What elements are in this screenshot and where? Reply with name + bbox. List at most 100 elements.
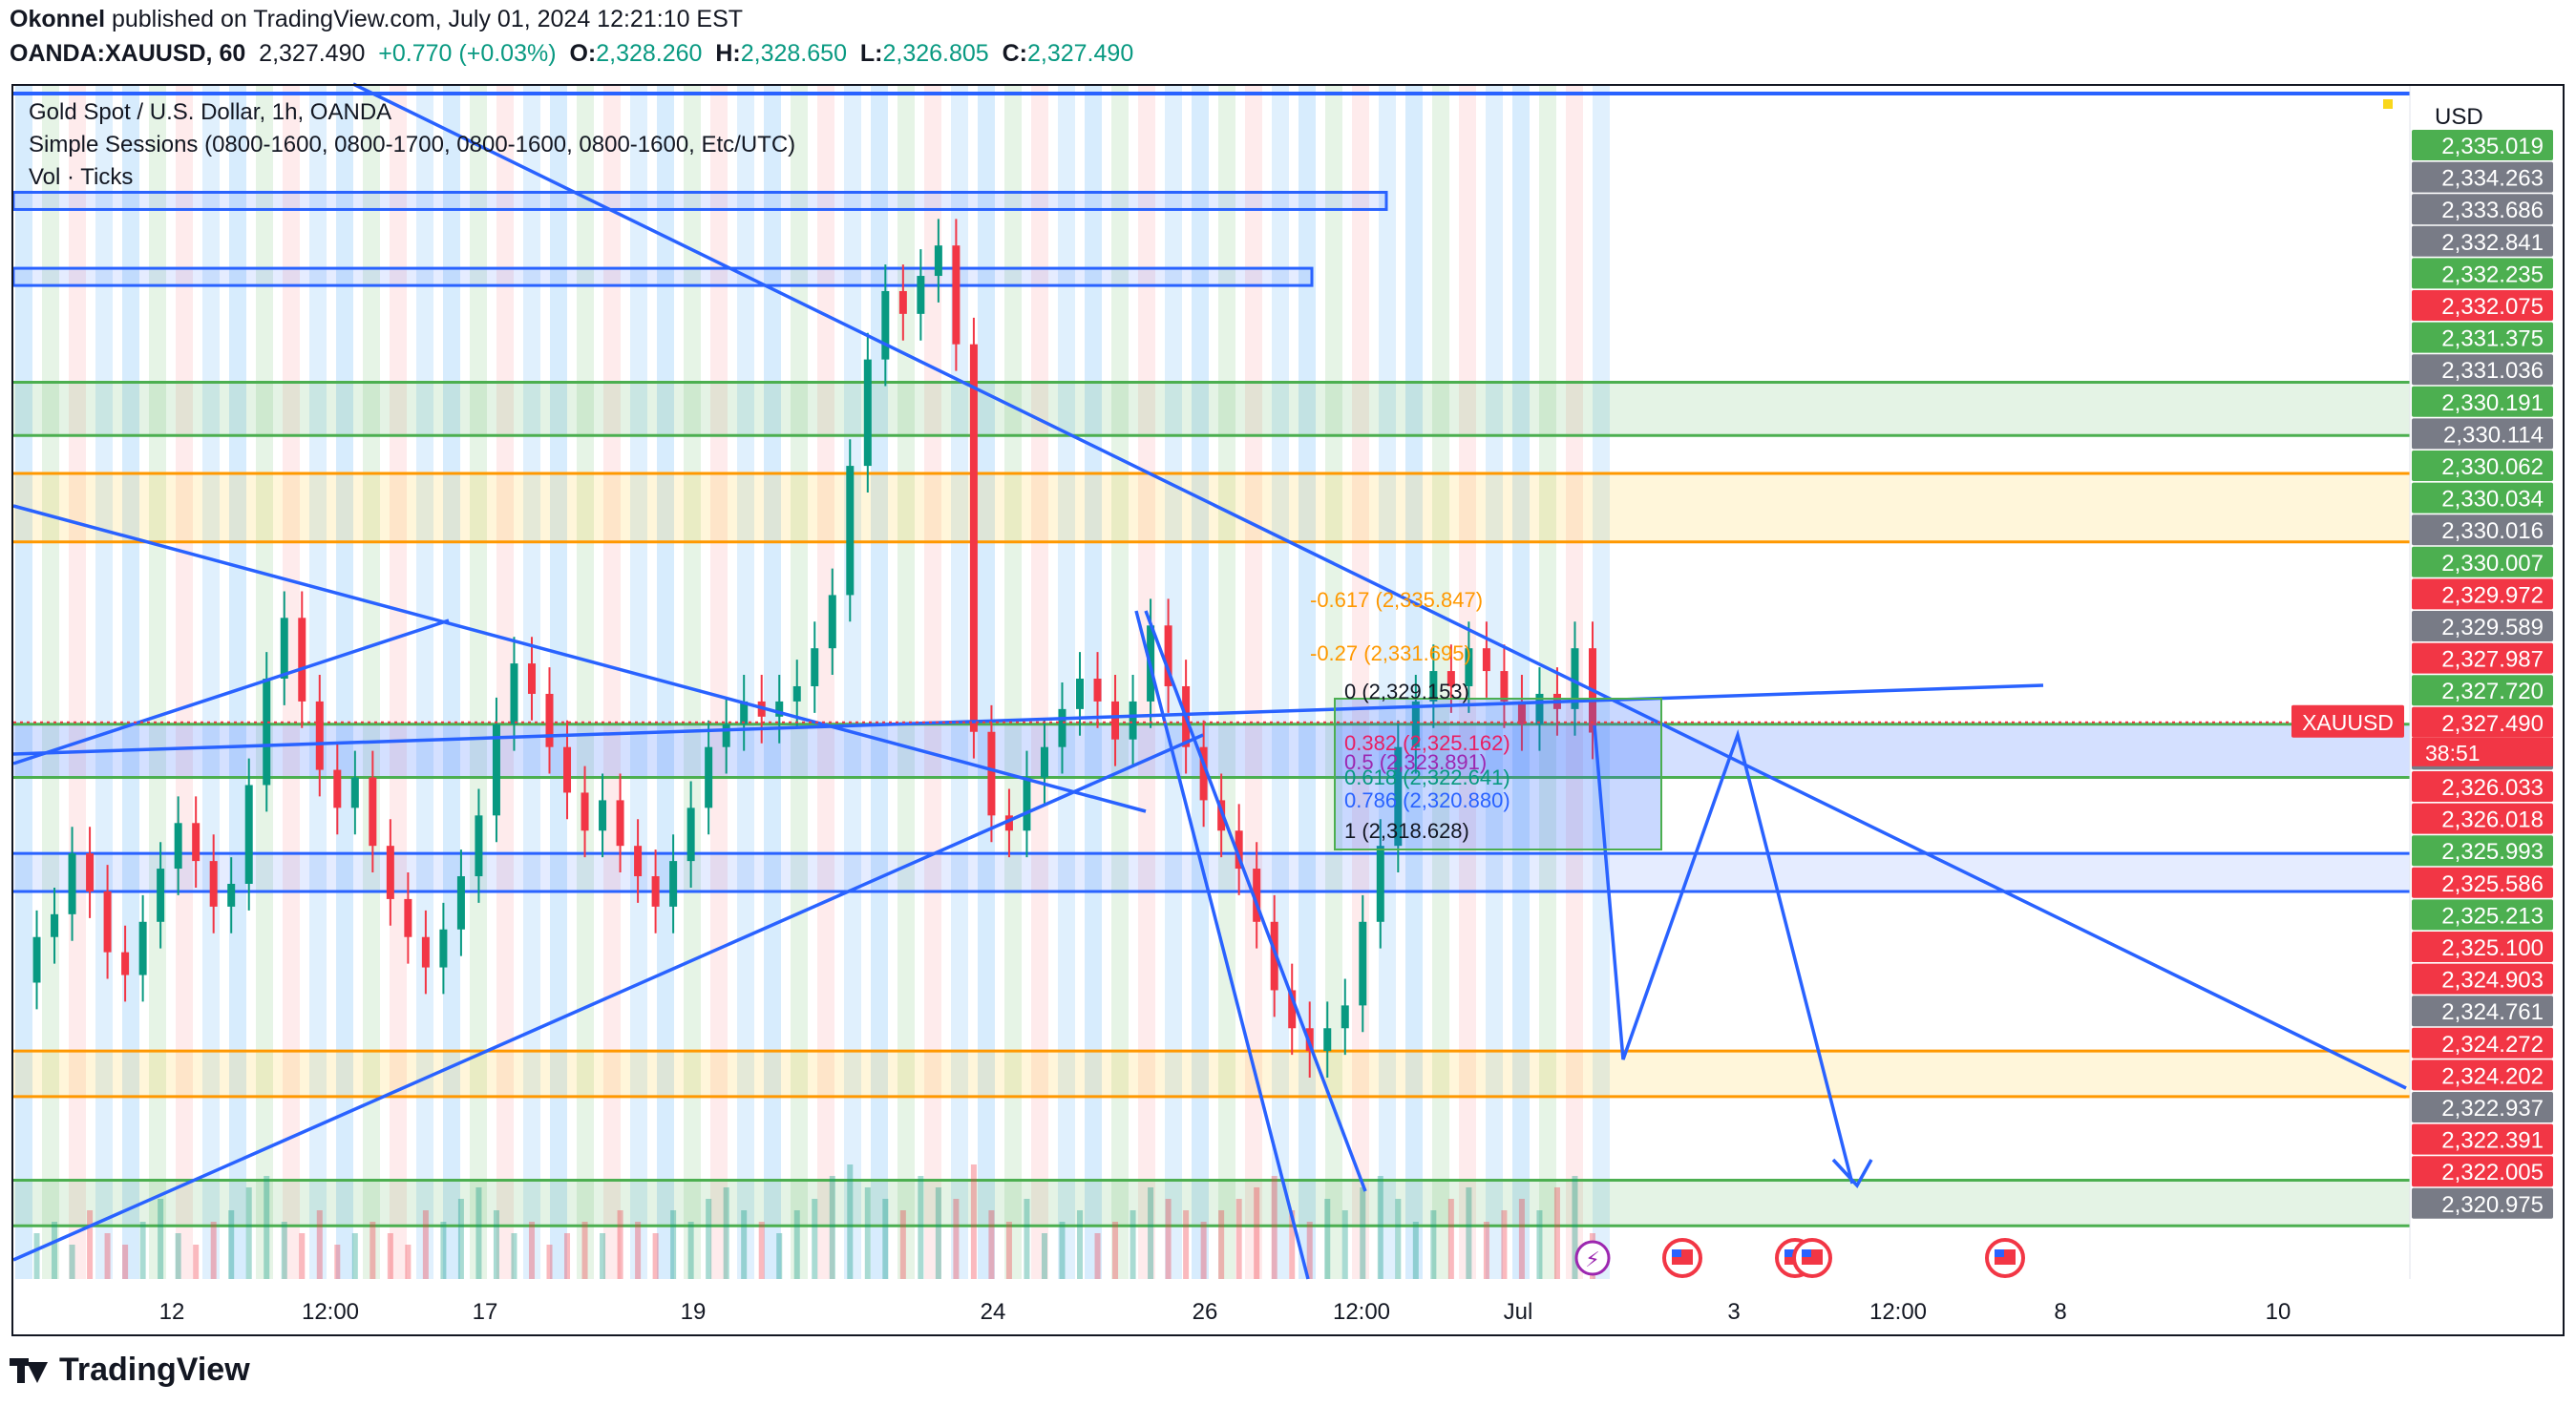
session-stripe [684,86,701,1279]
candle-body [51,913,59,937]
x-axis-tick: 3 [1727,1299,1740,1325]
symbol-tag-box [2291,704,2404,738]
session-stripe [336,86,353,1279]
candle-body [881,290,890,360]
candle-body [545,693,554,747]
session-stripe [470,86,487,1279]
close-value: 2,327.490 [1027,40,1134,67]
price-label-box [2412,803,2553,834]
session-stripe [1111,86,1129,1279]
candle-body [775,701,784,717]
session-stripe [496,86,514,1279]
tradingview-logo[interactable]: TradingView [10,1352,250,1389]
price-label-box [2412,1059,2553,1091]
us-flag-canton [1784,1249,1794,1257]
candle-body [333,769,342,808]
resistance-box [11,266,1314,287]
volume-bar [457,1199,464,1279]
candle-body [456,876,465,930]
volume-bar [1005,1222,1012,1279]
volume-bar [511,1233,517,1279]
candle-body [1076,679,1085,709]
legend-title[interactable]: Gold Spot / U.S. Dollar, 1h, OANDA [29,99,392,125]
legend-sessions[interactable]: Simple Sessions (0800-1600, 0800-1700, 0… [29,132,796,157]
volume-bar [1501,1210,1508,1279]
countdown: 38:51 [2425,741,2481,765]
author-name[interactable]: Okonnel [10,6,106,32]
volume-bar [776,1233,783,1279]
volume-bar [1235,1199,1242,1279]
low-value: 2,326.805 [882,40,989,67]
volume-bar [1447,1199,1454,1279]
zone-band [13,1051,2410,1097]
candle-body [1500,671,1509,702]
volume-bar [882,1199,889,1279]
volume-bar [741,1210,748,1279]
volume-bar [812,1199,818,1279]
volume-bar [1041,1233,1047,1279]
candle-body [1482,648,1490,672]
brand-name: TradingView [59,1352,250,1388]
volume-bar [1553,1187,1560,1279]
price-label-box [2412,899,2553,931]
session-stripe [283,86,300,1279]
candle-body [1253,869,1261,922]
volume-bar [864,1187,871,1279]
fib-box [1334,698,1662,850]
candle-body [157,869,165,922]
volume-bar [1341,1210,1348,1279]
volume-bar [600,1233,606,1279]
volume-bar [988,1210,995,1279]
price-label-box [2412,354,2553,386]
candle-body [1517,701,1526,724]
price-label-box [2412,225,2553,257]
price-label: 2,322.937 [2441,1096,2544,1122]
volume-bar [953,1199,960,1279]
price-label: 2,322.005 [2441,1160,2544,1185]
session-stripe [1058,86,1075,1279]
price-label: 2,324.903 [2441,968,2544,994]
session-stripe [390,86,407,1279]
candle-body [1429,671,1438,702]
candle-body [1446,671,1455,686]
candle-body [898,290,907,314]
alert-marker-icon [2383,99,2393,109]
volume-bar [422,1210,429,1279]
lightning-icon-glyph: ⚡ [1585,1248,1599,1271]
price-label: 2,325.993 [2441,839,2544,865]
ticker-symbol[interactable]: OANDA:XAUUSD, 60 [10,40,246,67]
price-label-box [2412,130,2553,160]
candle-body [1323,1028,1332,1052]
candle-body [68,853,76,914]
price-label-box [2412,1027,2553,1059]
resistance-box [11,190,1388,211]
session-stripe [1004,86,1022,1279]
x-axis-tick: 26 [1193,1299,1218,1325]
session-stripe [1593,86,1610,1279]
candle-body [174,823,182,870]
countdown-box [2412,737,2553,766]
volume-bar [935,1187,941,1279]
session-stripe [1539,86,1556,1279]
us-flag-canton [1995,1249,2004,1257]
fib-level-label: 0.5 (2,323.891) [1344,750,1487,774]
trend-line [12,683,2044,756]
candle-body [634,846,643,877]
ticker-last: 2,327.490 [259,40,366,67]
volume-bar [1466,1187,1472,1279]
zone-band [13,853,2410,891]
candle-body [1111,701,1120,740]
volume-bar [175,1233,181,1279]
volume-bar [918,1176,924,1279]
candle-body [740,701,749,724]
candle-body [121,952,130,975]
candle-body [1217,800,1226,831]
tradingview-mark-icon [10,1357,52,1383]
legend-volume[interactable]: Vol · Ticks [29,164,134,190]
volume-bar [493,1210,499,1279]
price-label-box [2412,482,2553,514]
volume-bar [440,1222,447,1279]
volume-bar [69,1245,75,1279]
volume-bar [193,1245,200,1279]
